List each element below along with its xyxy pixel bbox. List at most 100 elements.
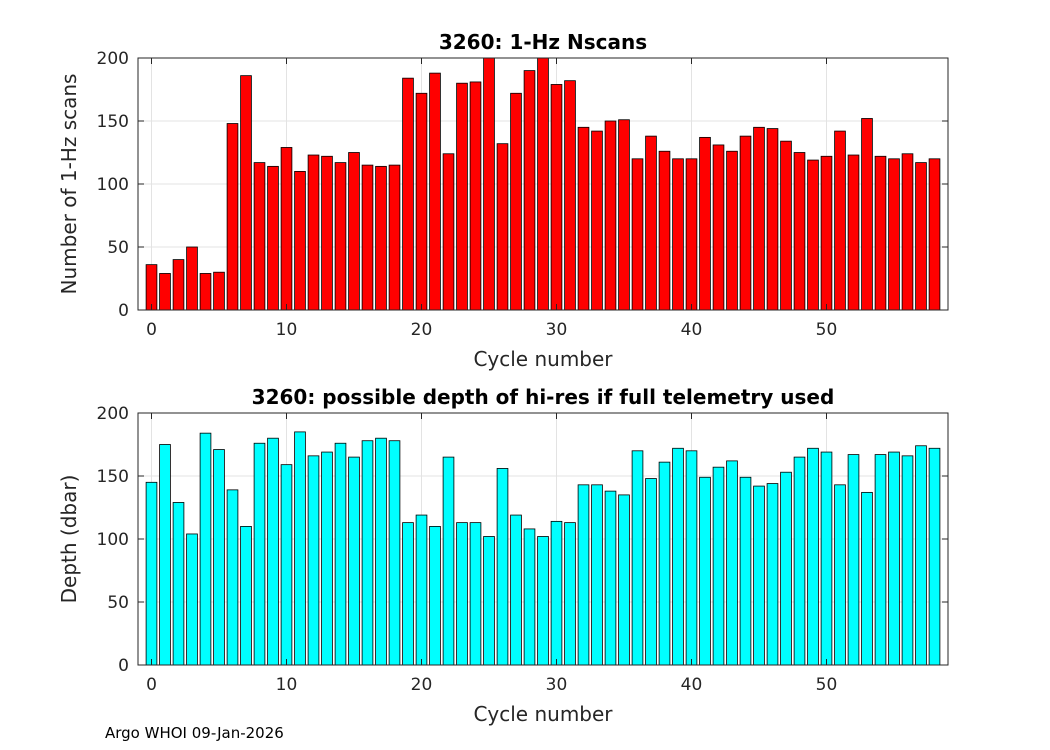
bar — [699, 476, 711, 666]
bar — [861, 491, 873, 666]
x-tick-label: 10 — [276, 320, 298, 340]
bar — [766, 483, 779, 666]
bar — [240, 526, 252, 666]
x-axis-label: Cycle number — [473, 702, 613, 726]
bar — [429, 526, 441, 666]
bar — [307, 455, 320, 666]
bar — [780, 471, 792, 666]
bar — [159, 273, 171, 311]
bar — [186, 533, 198, 666]
bar — [780, 140, 792, 311]
y-tick-label: 50 — [107, 238, 129, 258]
bar — [186, 246, 198, 311]
x-tick-label: 20 — [411, 320, 433, 340]
bar — [483, 536, 495, 666]
bar — [591, 484, 603, 666]
bar — [307, 154, 320, 311]
bar — [253, 442, 266, 666]
bar — [402, 522, 414, 666]
bar — [672, 158, 684, 311]
bar — [523, 528, 536, 666]
bar — [807, 159, 819, 311]
bar — [658, 461, 671, 666]
y-tick-label: 50 — [107, 593, 129, 613]
bar — [888, 158, 900, 311]
bar — [685, 450, 698, 666]
bar — [753, 485, 765, 666]
y-tick-label: 0 — [118, 656, 129, 676]
bar — [199, 273, 212, 311]
bar — [361, 440, 374, 666]
bar — [550, 84, 563, 311]
bar — [334, 162, 347, 311]
bar — [658, 150, 671, 311]
bar — [402, 77, 414, 311]
bar — [820, 451, 833, 666]
bar — [726, 460, 738, 666]
bar — [591, 130, 603, 311]
x-tick-label: 40 — [681, 675, 703, 695]
bar — [604, 490, 617, 666]
x-tick-label: 40 — [681, 320, 703, 340]
bar — [510, 92, 522, 311]
bar — [388, 440, 401, 666]
bar — [280, 147, 293, 311]
bar — [847, 454, 860, 666]
y-tick-label: 150 — [97, 467, 129, 487]
bar — [564, 80, 576, 311]
bar — [226, 489, 239, 666]
x-tick-label: 20 — [411, 675, 433, 695]
bar — [645, 135, 657, 311]
bar — [240, 75, 252, 311]
bar — [888, 451, 900, 666]
bar — [739, 476, 752, 666]
bar — [537, 536, 549, 666]
bar — [618, 494, 630, 666]
bar — [753, 126, 765, 311]
bar — [159, 444, 171, 666]
bar — [456, 522, 468, 666]
bar — [334, 442, 347, 666]
bar — [645, 478, 657, 666]
bar — [793, 152, 806, 311]
bar — [604, 120, 617, 311]
y-tick-label: 100 — [97, 530, 129, 550]
chart-title: 3260: possible depth of hi-res if full t… — [252, 385, 835, 409]
y-tick-label: 100 — [97, 175, 129, 195]
x-tick-label: 0 — [146, 675, 157, 695]
bar — [928, 447, 941, 666]
x-tick-label: 10 — [276, 675, 298, 695]
y-tick-label: 150 — [97, 112, 129, 132]
y-axis-label: Number of 1-Hz scans — [57, 74, 81, 295]
bar — [550, 520, 563, 666]
bar — [321, 155, 333, 311]
x-tick-label: 50 — [816, 320, 838, 340]
bar — [915, 445, 927, 666]
bar — [361, 164, 374, 311]
bar — [685, 158, 698, 311]
bar — [807, 447, 819, 666]
bar — [874, 155, 887, 311]
bar — [766, 128, 779, 311]
bar — [267, 165, 279, 311]
bar — [429, 72, 441, 311]
bar — [928, 158, 941, 311]
bar — [834, 484, 846, 666]
x-tick-label: 30 — [546, 675, 568, 695]
bar — [564, 522, 576, 666]
bar — [631, 450, 644, 666]
bar — [213, 449, 225, 666]
bar — [172, 502, 185, 666]
bar — [496, 468, 509, 666]
bar — [847, 154, 860, 311]
y-axis-label: Depth (dbar) — [57, 475, 81, 604]
bar — [469, 81, 482, 311]
bar — [699, 136, 711, 311]
bar — [712, 144, 725, 311]
bar — [631, 158, 644, 311]
bar — [226, 123, 239, 311]
bar — [672, 447, 684, 666]
bar — [469, 522, 482, 666]
bar — [901, 455, 914, 666]
